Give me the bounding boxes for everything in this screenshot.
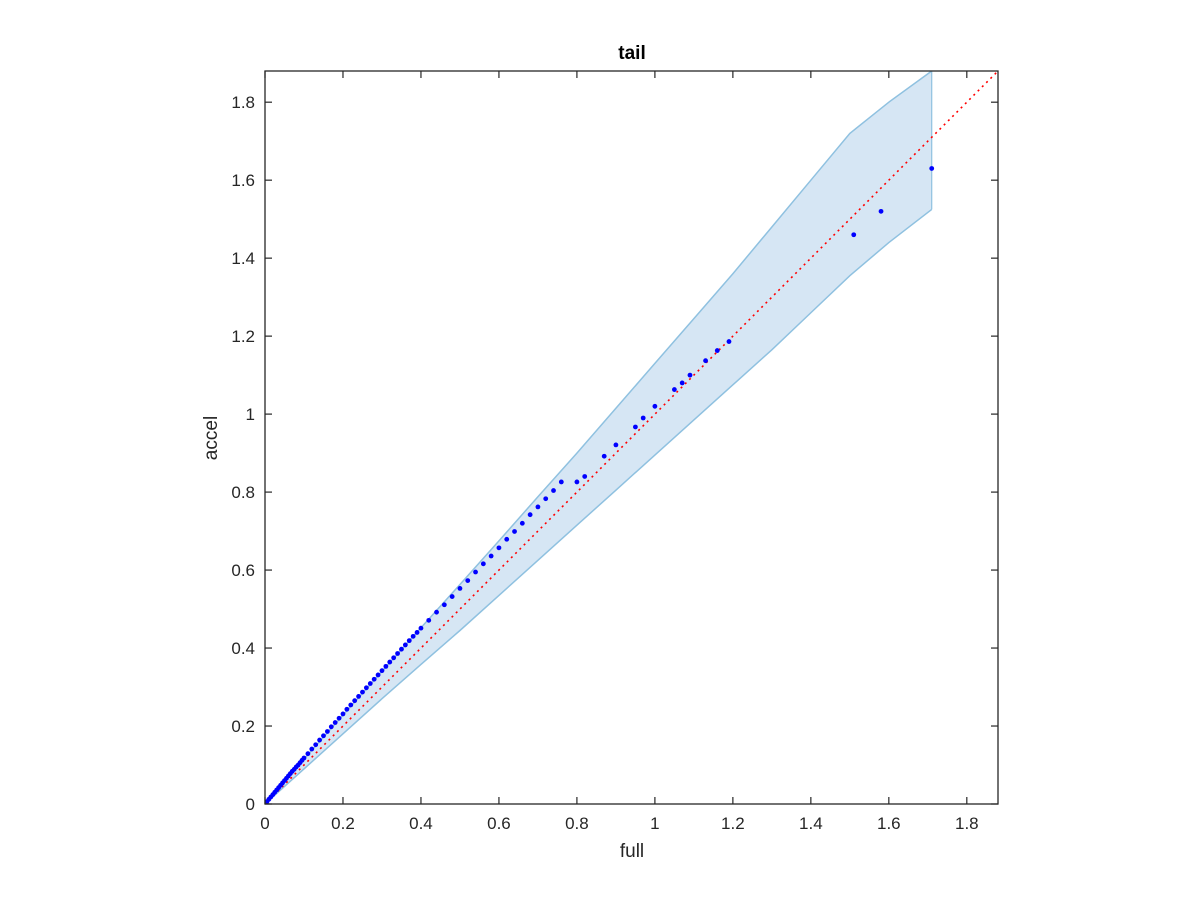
data-point	[632, 424, 638, 430]
data-point	[851, 232, 857, 238]
data-point	[726, 339, 732, 344]
x-tick-label: 1.8	[955, 814, 979, 833]
data-point	[313, 742, 319, 748]
data-point	[418, 625, 424, 631]
data-point	[410, 633, 416, 639]
y-tick-label: 1.2	[231, 327, 255, 346]
data-point	[457, 585, 463, 591]
data-point	[375, 672, 381, 678]
data-point	[336, 715, 342, 721]
data-point	[671, 387, 677, 392]
data-point	[640, 415, 646, 421]
data-point	[387, 659, 393, 665]
x-tick-label: 1.2	[721, 814, 745, 833]
x-tick-label: 0.4	[409, 814, 433, 833]
data-point	[317, 737, 322, 743]
y-tick-label: 0	[246, 795, 255, 814]
data-point	[352, 698, 358, 704]
data-point	[301, 755, 307, 761]
data-point	[371, 676, 377, 682]
data-point	[340, 711, 346, 717]
y-tick-label: 1.4	[231, 249, 255, 268]
x-tick-label: 1.6	[877, 814, 901, 833]
data-point	[582, 474, 588, 479]
data-point	[360, 689, 365, 695]
data-point	[488, 553, 494, 559]
y-tick-label: 1.6	[231, 171, 255, 190]
y-tick-label: 1	[246, 405, 255, 424]
y-tick-label: 0.2	[231, 717, 255, 736]
data-point	[395, 651, 400, 656]
data-point	[402, 642, 408, 648]
band-fill	[265, 71, 932, 804]
data-point	[379, 668, 385, 674]
data-point	[399, 646, 404, 652]
data-points	[264, 166, 935, 805]
data-point	[929, 166, 935, 171]
data-point	[512, 529, 517, 534]
data-point	[652, 403, 658, 409]
data-point	[305, 751, 311, 757]
data-point	[878, 208, 884, 214]
x-tick-label: 0.2	[331, 814, 355, 833]
y-axis-label: accel	[201, 416, 222, 460]
data-point	[496, 545, 502, 551]
data-point	[363, 685, 369, 691]
data-point	[348, 702, 354, 708]
x-tick-label: 1	[650, 814, 659, 833]
data-point	[356, 693, 361, 699]
data-point	[465, 578, 471, 583]
data-point	[527, 512, 533, 518]
data-point	[367, 681, 373, 686]
data-point	[714, 348, 720, 353]
data-point	[480, 561, 486, 567]
data-point	[391, 655, 397, 661]
x-tick-label: 1.4	[799, 814, 823, 833]
data-point	[414, 630, 420, 635]
data-point	[687, 372, 693, 378]
data-point	[473, 569, 478, 575]
data-point	[703, 358, 708, 364]
data-point	[449, 594, 455, 599]
data-point	[558, 479, 564, 485]
data-point	[309, 746, 315, 752]
data-point	[574, 479, 580, 485]
band-lower-edge	[264, 208, 933, 805]
data-point	[406, 638, 412, 644]
x-tick-label: 0.8	[565, 814, 589, 833]
y-tick-label: 0.6	[231, 561, 255, 580]
data-point	[344, 706, 350, 712]
data-point	[332, 720, 338, 725]
ticks: 0 0.2 0.4 0.6 0.8 1 1.2 1.4 1.6 1.8 0 0.2 0.4 0.6 0.8 1…	[231, 71, 998, 833]
data-point	[613, 442, 619, 448]
data-point	[328, 724, 334, 730]
data-point	[543, 496, 549, 502]
data-point	[601, 453, 607, 459]
y-tick-label: 0.4	[231, 639, 255, 658]
data-point	[519, 520, 525, 526]
axes	[264, 70, 999, 805]
data-point	[321, 733, 326, 739]
data-point	[383, 663, 389, 669]
plot-frame	[264, 70, 999, 805]
data-point	[426, 617, 432, 623]
chart-title: tail	[618, 43, 645, 64]
data-point	[679, 380, 685, 386]
x-tick-label: 0.6	[487, 814, 511, 833]
x-axis-label: full	[620, 841, 644, 862]
data-point	[551, 488, 556, 493]
x-tick-label: 0	[260, 814, 269, 833]
data-point	[324, 729, 330, 734]
data-point	[434, 609, 439, 615]
data-point	[441, 602, 447, 608]
data-point	[504, 536, 510, 542]
data-point	[535, 504, 541, 510]
y-tick-label: 0.8	[231, 483, 255, 502]
y-tick-label: 1.8	[231, 93, 255, 112]
